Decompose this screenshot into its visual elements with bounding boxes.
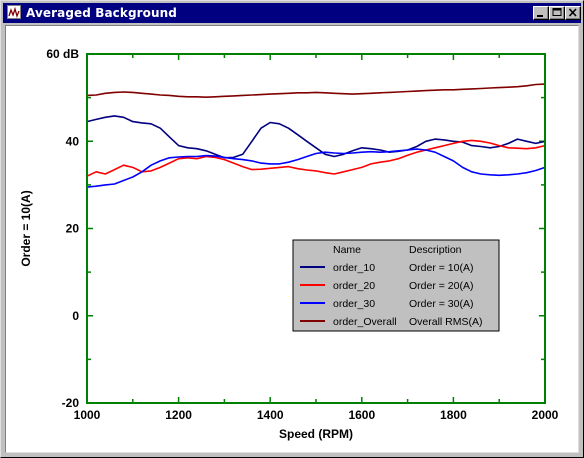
x-tick-label: 1200: [165, 408, 192, 422]
series-line-order_Overall: [86, 83, 546, 98]
x-tick-label: 1600: [348, 408, 375, 422]
close-button[interactable]: [565, 6, 581, 20]
maximize-icon: [552, 8, 562, 16]
legend-item-description: Overall RMS(A): [409, 316, 483, 328]
legend-item-name: order_20: [333, 280, 375, 292]
legend-item-description: Order = 10(A): [409, 262, 473, 274]
series-line-order_30: [86, 148, 546, 188]
y-tick-label: 60 dB: [46, 47, 79, 61]
y-axis-label: Order = 10(A): [19, 190, 33, 266]
waveform-icon[interactable]: [7, 5, 21, 19]
y-tick-label: 40: [66, 134, 80, 148]
window-title: Averaged Background: [26, 6, 177, 20]
legend-header-description: Description: [409, 244, 462, 256]
x-tick-label: 1000: [74, 408, 101, 422]
title-bar[interactable]: Averaged Background: [3, 3, 581, 23]
legend-item-name: order_30: [333, 298, 375, 310]
y-tick-label: -20: [62, 396, 80, 410]
x-tick-label: 1800: [440, 408, 467, 422]
y-tick-label: 0: [72, 309, 79, 323]
plot-frame: [86, 53, 546, 404]
line-chart: 1000 1200 1400 1600 1800 2000 60 dB 40 20 0 -20 Sp…: [19, 47, 559, 441]
maximize-button[interactable]: [549, 6, 565, 20]
legend: Name Description order_10 Order = 10(A) or…: [292, 239, 500, 332]
x-axis-label: Speed (RPM): [279, 427, 353, 441]
x-tick-label: 2000: [532, 408, 559, 422]
x-tick-label: 1400: [257, 408, 284, 422]
legend-item-description: Order = 20(A): [409, 280, 473, 292]
series-line-order_20: [86, 139, 546, 177]
legend-header-name: Name: [333, 244, 361, 256]
legend-item-name: order_Overall: [333, 316, 397, 328]
series-line-order_10: [86, 115, 546, 159]
close-icon: [568, 8, 577, 17]
minimize-button[interactable]: [533, 6, 549, 20]
legend-box: [292, 239, 500, 332]
legend-item-name: order_10: [333, 262, 375, 274]
y-tick-label: 20: [66, 222, 80, 236]
chart-area: 1000 1200 1400 1600 1800 2000 60 dB 40 20 0 -20 Sp…: [5, 25, 579, 453]
minimize-icon: [537, 15, 543, 17]
legend-item-description: Order = 30(A): [409, 298, 473, 310]
